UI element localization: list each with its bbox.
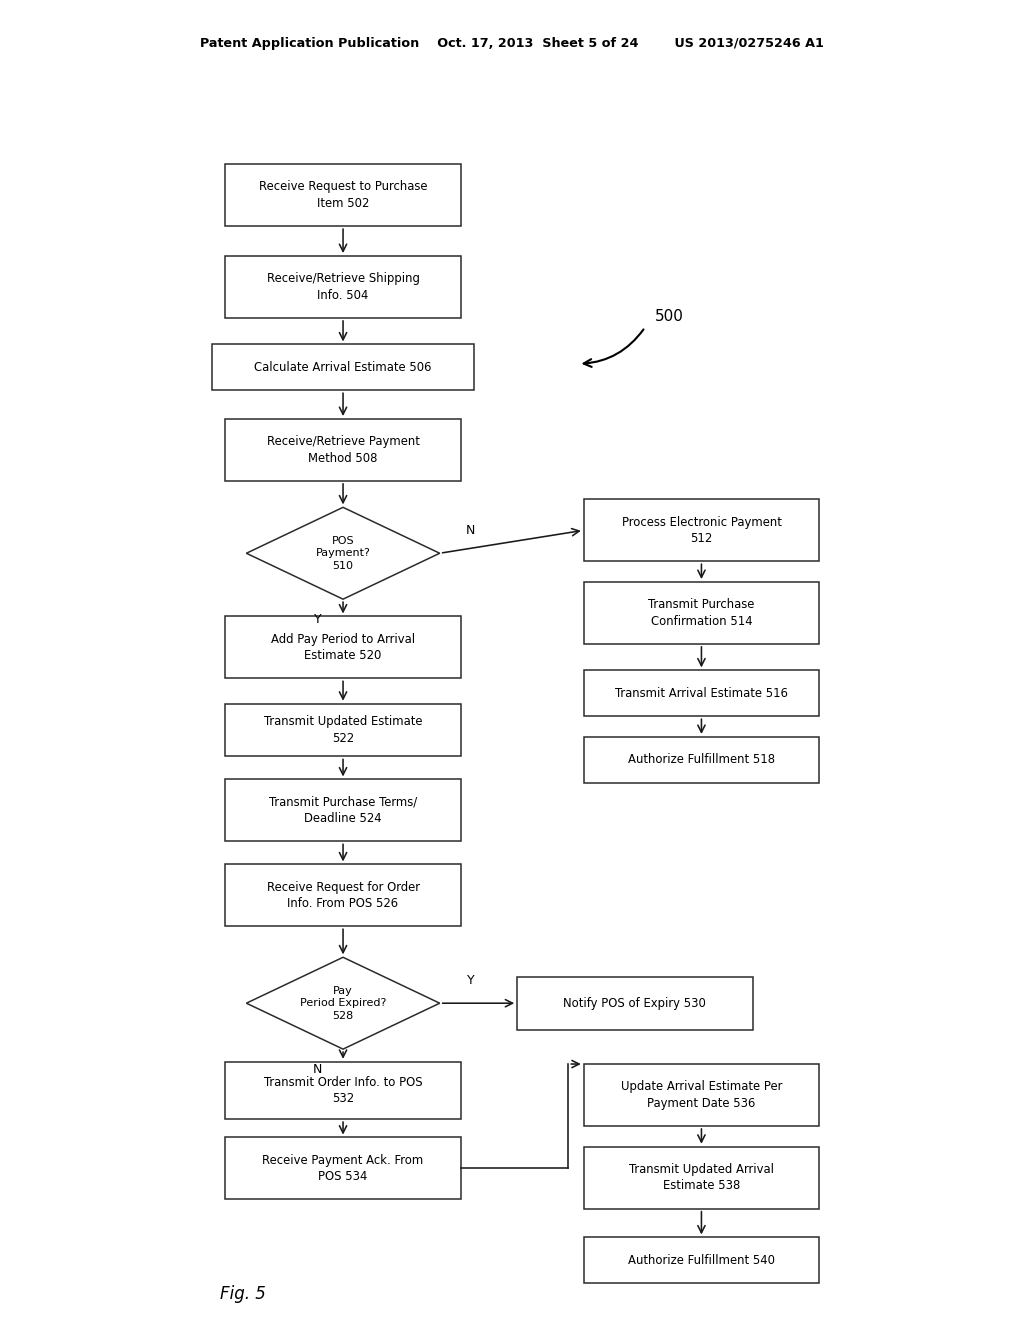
Text: Transmit Arrival Estimate 516: Transmit Arrival Estimate 516: [615, 686, 787, 700]
Text: Calculate Arrival Estimate 506: Calculate Arrival Estimate 506: [254, 360, 432, 374]
Text: Transmit Updated Arrival
Estimate 538: Transmit Updated Arrival Estimate 538: [629, 1163, 774, 1192]
FancyBboxPatch shape: [584, 499, 819, 561]
FancyBboxPatch shape: [225, 1138, 461, 1200]
Text: Receive Request to Purchase
Item 502: Receive Request to Purchase Item 502: [259, 181, 427, 210]
FancyBboxPatch shape: [225, 704, 461, 756]
Text: Authorize Fulfillment 518: Authorize Fulfillment 518: [628, 754, 775, 767]
Text: Patent Application Publication    Oct. 17, 2013  Sheet 5 of 24        US 2013/02: Patent Application Publication Oct. 17, …: [200, 37, 824, 50]
Text: Receive/Retrieve Payment
Method 508: Receive/Retrieve Payment Method 508: [266, 436, 420, 465]
FancyBboxPatch shape: [584, 671, 819, 717]
Polygon shape: [247, 957, 439, 1049]
FancyBboxPatch shape: [225, 164, 461, 226]
FancyBboxPatch shape: [225, 865, 461, 927]
FancyBboxPatch shape: [213, 345, 473, 391]
FancyBboxPatch shape: [225, 779, 461, 841]
Text: Pay
Period Expired?
528: Pay Period Expired? 528: [300, 986, 386, 1020]
Text: Transmit Order Info. to POS
532: Transmit Order Info. to POS 532: [264, 1076, 422, 1105]
Text: N: N: [312, 1064, 323, 1076]
Text: Receive/Retrieve Shipping
Info. 504: Receive/Retrieve Shipping Info. 504: [266, 272, 420, 302]
Text: Transmit Purchase Terms/
Deadline 524: Transmit Purchase Terms/ Deadline 524: [269, 796, 417, 825]
FancyBboxPatch shape: [225, 256, 461, 318]
Text: Receive Payment Ack. From
POS 534: Receive Payment Ack. From POS 534: [262, 1154, 424, 1183]
FancyBboxPatch shape: [584, 582, 819, 644]
FancyBboxPatch shape: [225, 1061, 461, 1119]
Text: Transmit Updated Estimate
522: Transmit Updated Estimate 522: [264, 715, 422, 744]
Text: Y: Y: [313, 614, 322, 626]
FancyBboxPatch shape: [584, 1237, 819, 1283]
Text: Process Electronic Payment
512: Process Electronic Payment 512: [622, 516, 781, 545]
Text: Update Arrival Estimate Per
Payment Date 536: Update Arrival Estimate Per Payment Date…: [621, 1080, 782, 1110]
Text: POS
Payment?
510: POS Payment? 510: [315, 536, 371, 570]
FancyBboxPatch shape: [517, 977, 753, 1030]
FancyBboxPatch shape: [584, 1147, 819, 1209]
Text: N: N: [466, 524, 475, 537]
Text: Receive Request for Order
Info. From POS 526: Receive Request for Order Info. From POS…: [266, 880, 420, 909]
FancyBboxPatch shape: [225, 616, 461, 678]
Text: Fig. 5: Fig. 5: [220, 1286, 266, 1303]
Polygon shape: [247, 507, 439, 599]
Text: 500: 500: [655, 309, 684, 325]
FancyBboxPatch shape: [584, 737, 819, 783]
FancyBboxPatch shape: [584, 1064, 819, 1126]
FancyBboxPatch shape: [225, 418, 461, 480]
Text: Transmit Purchase
Confirmation 514: Transmit Purchase Confirmation 514: [648, 598, 755, 628]
Text: Authorize Fulfillment 540: Authorize Fulfillment 540: [628, 1254, 775, 1267]
Text: Y: Y: [467, 974, 474, 987]
Text: Notify POS of Expiry 530: Notify POS of Expiry 530: [563, 997, 707, 1010]
Text: Add Pay Period to Arrival
Estimate 520: Add Pay Period to Arrival Estimate 520: [271, 632, 415, 663]
